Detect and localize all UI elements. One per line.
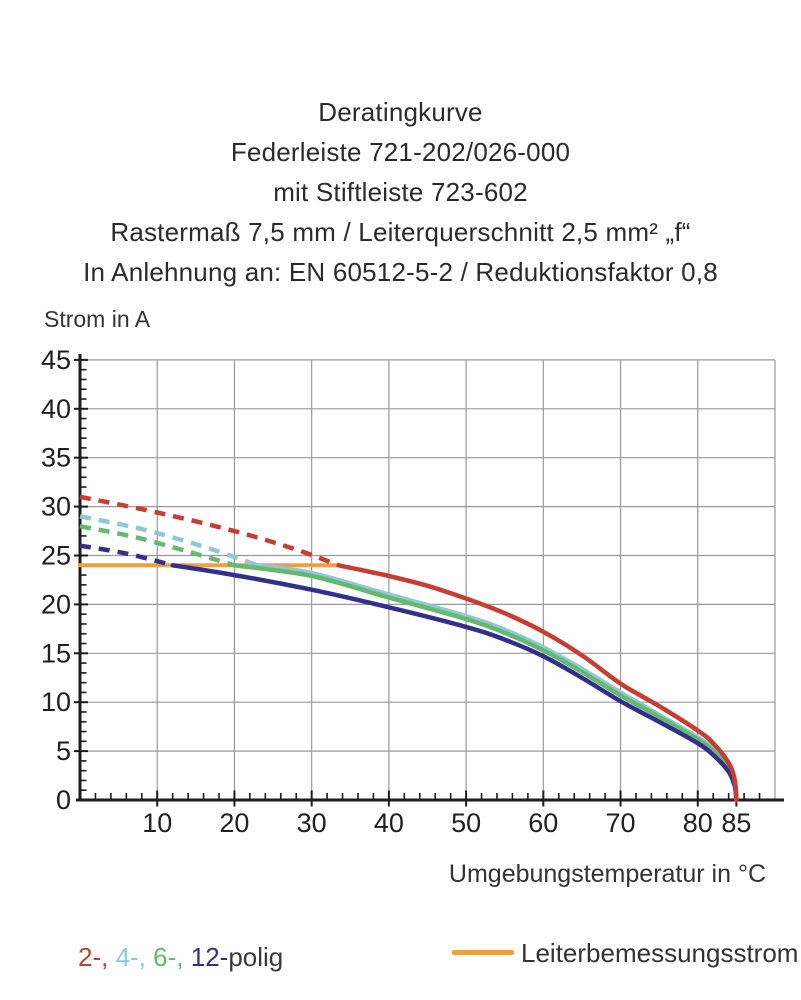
poles-legend-items: 2-, 4-, 6-, 12-	[78, 942, 228, 972]
x-tick-label: 70	[606, 808, 636, 838]
title-line-2: Federleiste 721-202/026-000	[230, 137, 571, 167]
y-tick-label: 35	[41, 443, 71, 473]
legend-pole-2: 4-,	[115, 942, 146, 972]
curve-12-polig-grenze	[79, 543, 174, 568]
poles-legend: 2-, 4-, 6-, 12-polig	[78, 942, 283, 973]
y-tick-label: 20	[41, 589, 71, 619]
legend-pole-3: 6-,	[153, 942, 184, 972]
y-axis-title: Strom in A	[44, 306, 151, 332]
y-tick-label: 5	[56, 736, 71, 766]
curve-4-polig-grenze	[79, 514, 259, 568]
curve-4-polig	[255, 563, 739, 803]
x-tick-label: 60	[528, 808, 558, 838]
title-line-5: In Anlehnung an: EN 60512-5-2 / Reduktio…	[83, 257, 718, 287]
x-tick-label: 85	[721, 808, 751, 838]
title-line-3: mit Stiftleiste 723-602	[273, 177, 528, 207]
chart-title-block: Deratingkurve Federleiste 721-202/026-00…	[0, 92, 801, 292]
leiter-legend-swatch-line	[452, 950, 514, 955]
x-axis-title: Umgebungstemperatur in °C	[448, 860, 766, 888]
curve-6-polig-grenze	[79, 523, 236, 568]
poles-legend-suffix: polig	[228, 942, 284, 972]
x-tick-label: 50	[451, 808, 481, 838]
y-tick-label: 10	[41, 687, 71, 717]
curve-2-polig-grenze	[79, 494, 340, 568]
y-tick-label: 45	[41, 345, 71, 375]
x-tick-label: 30	[297, 808, 327, 838]
leiter-legend-label: Leiterbemessungsstrom	[521, 938, 799, 968]
y-tick-label: 15	[41, 638, 71, 668]
legend-pole-1: 2-,	[78, 942, 109, 972]
curve-2-polig	[336, 563, 739, 803]
y-tick-label: 25	[41, 541, 71, 571]
y-tick-label: 0	[56, 785, 71, 815]
title-line-4: Rastermaß 7,5 mm / Leiterquerschnitt 2,5…	[110, 217, 691, 247]
derating-chart: 10 20 30 40 50 60 70 80 85 0 5 10 15 20 25 30 35 40 45	[41, 345, 784, 838]
x-tick-label: 10	[142, 808, 172, 838]
curve-6-polig	[232, 563, 739, 803]
curve-12-polig	[170, 563, 739, 803]
x-tick-label: 20	[219, 808, 249, 838]
legend-pole-4: 12-	[190, 942, 229, 972]
y-tick-label: 40	[41, 394, 71, 424]
x-tick-label: 40	[374, 808, 404, 838]
x-tick-label: 80	[683, 808, 713, 838]
y-tick-label: 30	[41, 492, 71, 522]
title-line-1: Deratingkurve	[318, 97, 483, 127]
